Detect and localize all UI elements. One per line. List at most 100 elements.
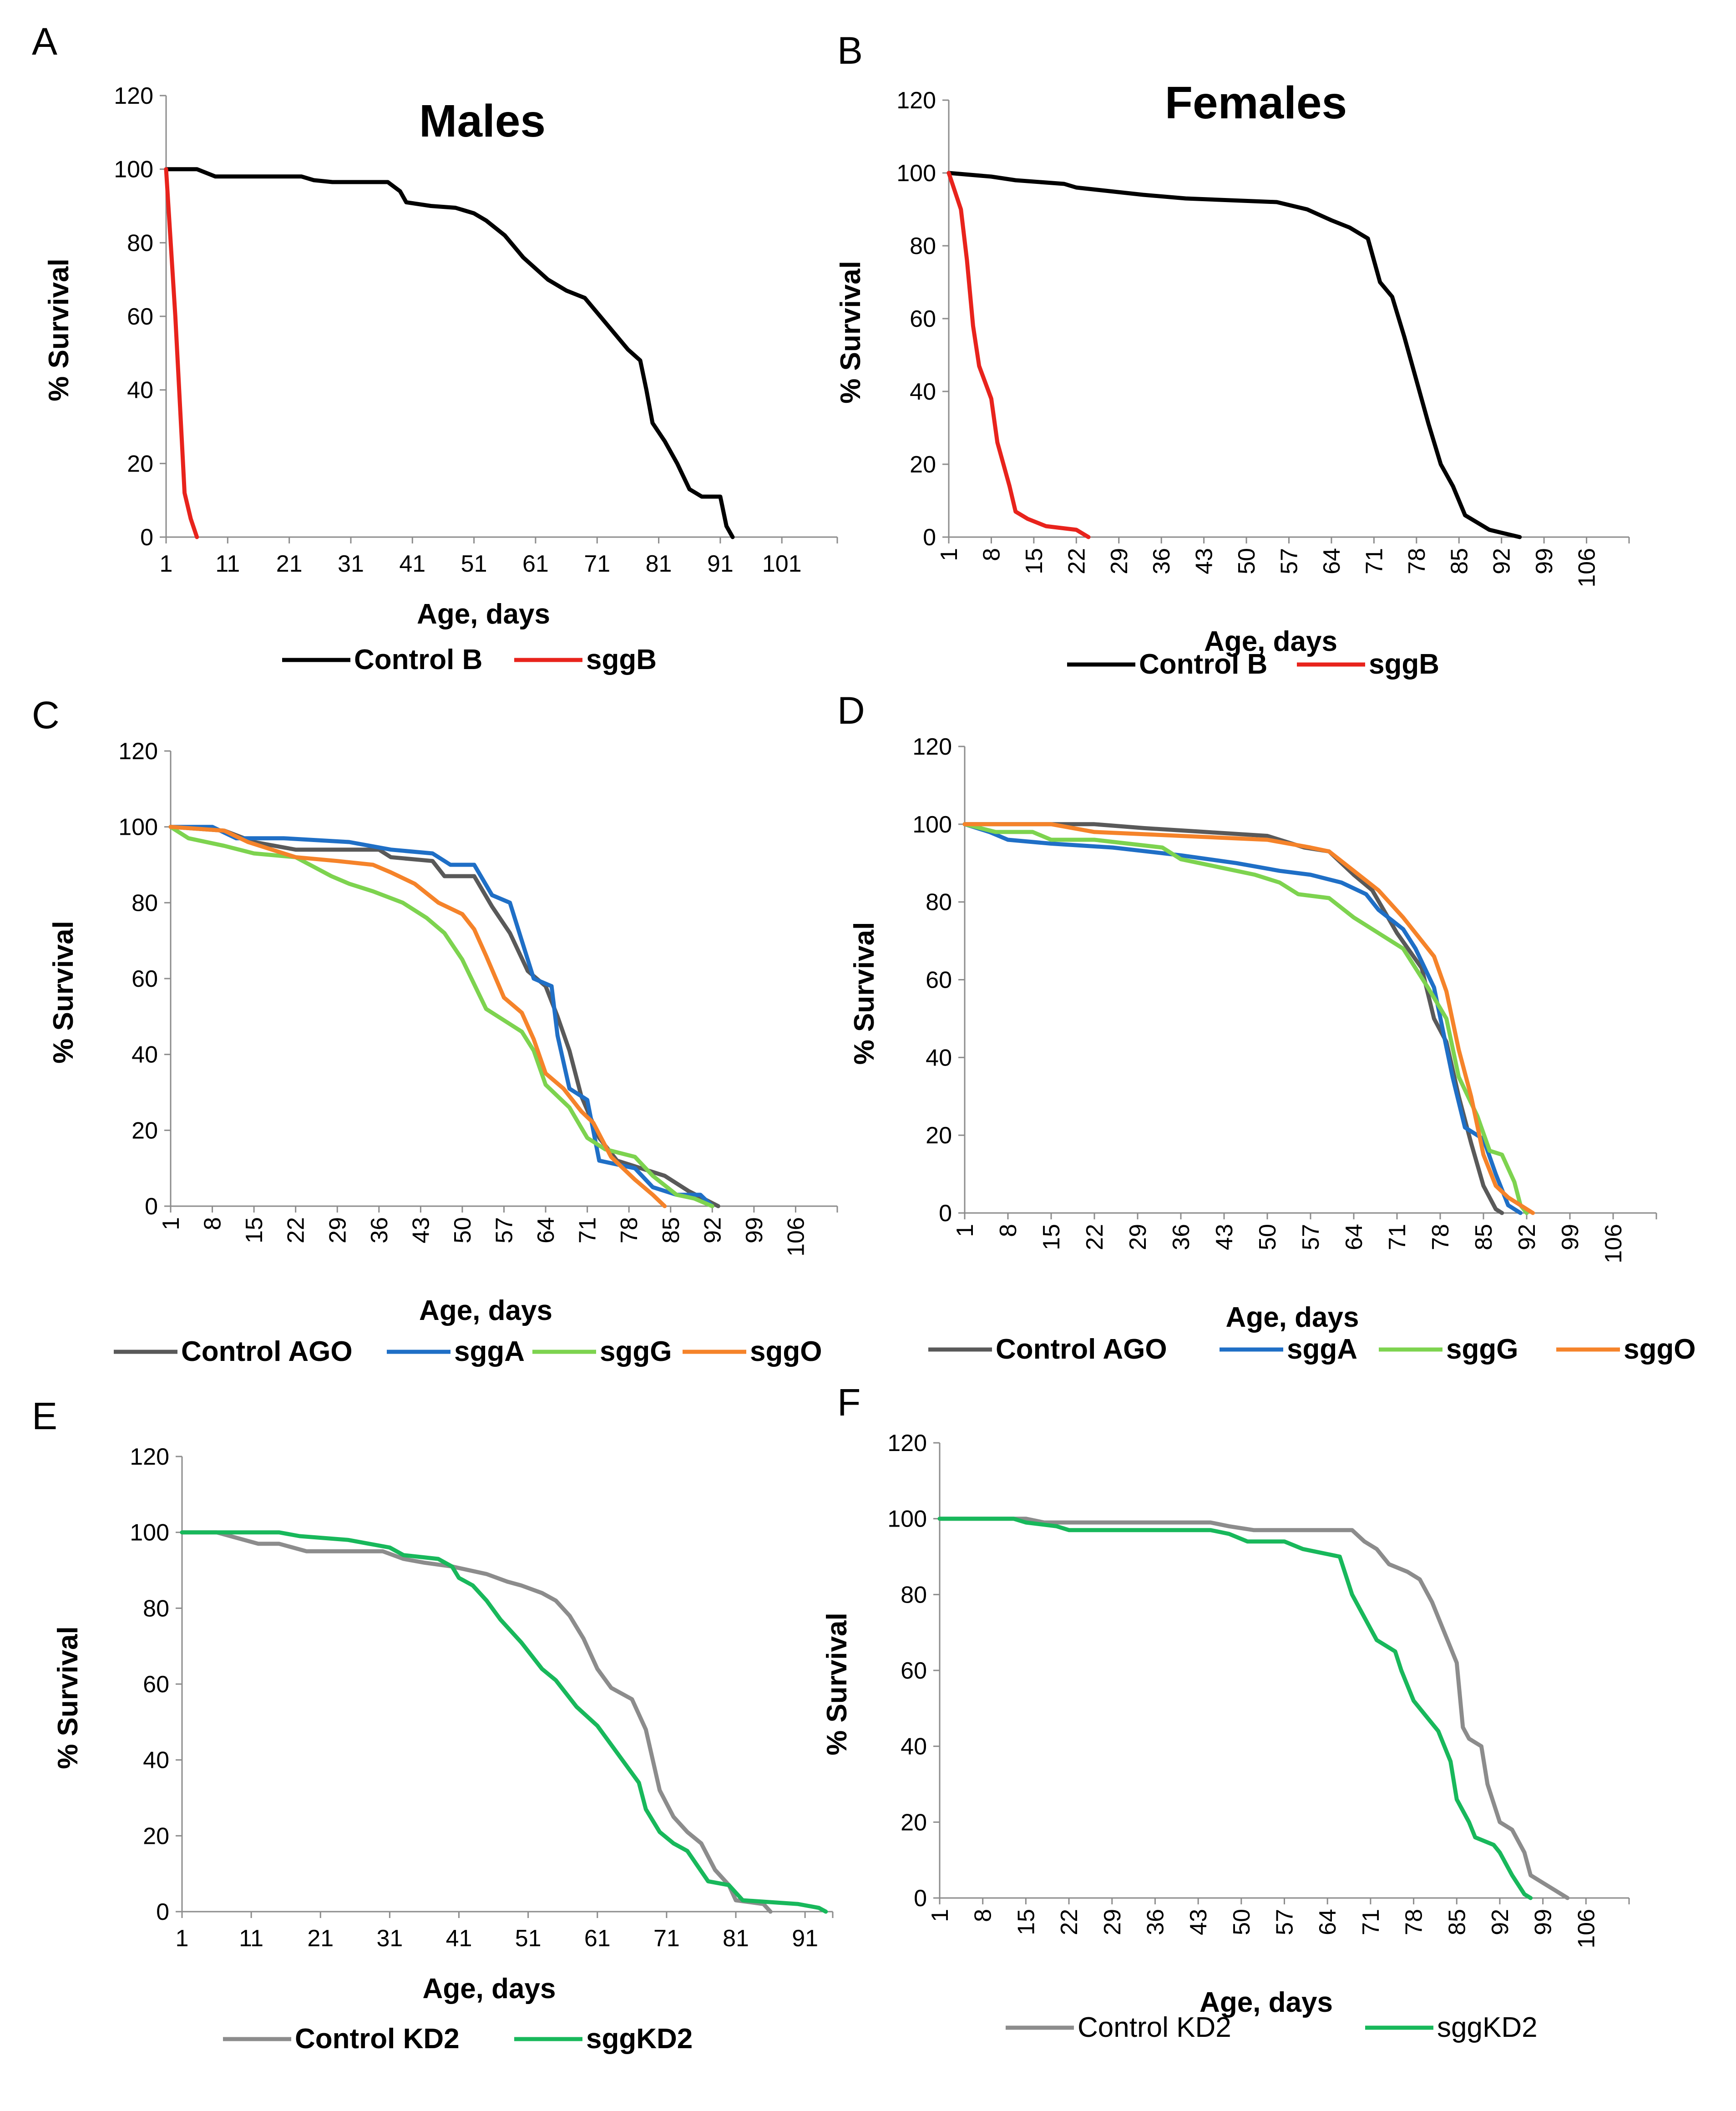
panel-d-series-sgga	[962, 822, 1523, 1215]
panel-d-legend-label-control-ago: Control AGO	[996, 1334, 1167, 1365]
panel-f-y-tick-label: 0	[914, 1885, 927, 1912]
panel-d-series-sggo	[962, 822, 1535, 1215]
panel-a-letter: A	[32, 20, 57, 63]
panel-c-y-tick-label: 20	[132, 1117, 158, 1144]
panel-e-x-tick-label: 41	[446, 1925, 472, 1952]
panel-c-series-sggg	[168, 825, 714, 1208]
panel-e-y-tick-label: 100	[130, 1520, 169, 1546]
panel-e-y-axis-title: % Survival	[52, 1626, 84, 1769]
panel-b-y-tick-label: 40	[910, 379, 936, 405]
panel-f-legend-label-control-kd2: Control KD2	[1078, 2012, 1231, 2043]
panel-d-series-control-ago	[962, 822, 1504, 1215]
panel-d-y-tick-label: 0	[939, 1200, 952, 1227]
panel-f-x-tick-label: 92	[1487, 1909, 1513, 1935]
panel-d-x-tick-label: 15	[1038, 1224, 1065, 1250]
panel-c-x-tick-label: 1	[158, 1217, 184, 1230]
panel-c-x-tick-label: 64	[533, 1217, 559, 1243]
panel-f-x-tick-label: 8	[970, 1909, 997, 1922]
panel-f-y-tick-label: 120	[887, 1430, 927, 1456]
panel-b-y-tick-label: 0	[923, 524, 936, 551]
panel-f: F 0 20 40 60 80 100 120 1 8 15 22 29 36 43 50 57 64 71 78 85…	[821, 1381, 1630, 2043]
panel-a-y-tick-label: 0	[140, 524, 153, 551]
panel-f-x-tick-label: 99	[1530, 1909, 1557, 1935]
panel-b-y-tick-label: 80	[910, 233, 936, 259]
panel-f-y-axis-title: % Survival	[821, 1613, 853, 1756]
panel-c-letter: C	[32, 694, 60, 736]
panel-d-x-tick-label: 92	[1514, 1224, 1540, 1250]
panel-f-x-tick-label: 22	[1056, 1909, 1083, 1935]
panel-d-x-tick-label: 8	[995, 1224, 1022, 1237]
panel-b-legend-label-sggb: sggB	[1369, 649, 1439, 680]
panel-e-x-tick-label: 81	[723, 1925, 749, 1952]
panel-b-x-tick-label: 22	[1063, 548, 1090, 574]
panel-b-x-tick-label: 106	[1574, 548, 1600, 588]
panel-a-y-axis-title: % Survival	[43, 259, 75, 401]
panel-c-x-tick-label: 99	[741, 1217, 768, 1243]
panel-b-x-tick-label: 71	[1361, 548, 1387, 574]
panel-e-legend-label-control-kd2: Control KD2	[295, 2023, 460, 2055]
panel-f-series-control-kd2	[937, 1517, 1570, 1900]
panel-c-x-tick-label: 8	[200, 1217, 226, 1230]
panel-d-y-tick-label: 60	[926, 967, 952, 994]
panel-d-x-tick-label: 1	[952, 1224, 978, 1237]
panel-e-x-tick-label: 61	[584, 1925, 611, 1952]
panel-f-x-tick-label: 1	[927, 1909, 953, 1922]
panel-c-y-tick-label: 80	[132, 890, 158, 916]
panel-d-y-axis-title: % Survival	[849, 922, 880, 1065]
panel-d-y-tick-label: 40	[926, 1045, 952, 1071]
panel-c-x-tick-label: 71	[575, 1217, 601, 1243]
panel-e-y-tick-label: 80	[143, 1595, 169, 1622]
panel-a-title: Males	[419, 96, 546, 147]
panel-d-x-tick-label: 22	[1082, 1224, 1108, 1250]
panel-b-y-axis-title: % Survival	[835, 261, 866, 404]
panel-c-y-tick-label: 120	[118, 738, 158, 765]
panel-d-x-tick-label: 36	[1168, 1224, 1194, 1250]
panel-e-x-tick-label: 11	[239, 1925, 263, 1952]
panel-c-y-tick-label: 60	[132, 966, 158, 992]
panel-a-x-tick-label: 1	[160, 551, 173, 577]
panel-c-y-tick-label: 40	[132, 1042, 158, 1068]
panel-c-series-sggo	[168, 825, 667, 1208]
panel-a-x-tick-label: 21	[276, 551, 303, 577]
panel-b-series-control-b	[946, 171, 1522, 539]
panel-f-y-tick-label: 100	[887, 1506, 927, 1533]
panel-f-x-tick-label: 57	[1272, 1909, 1298, 1935]
panel-e-x-tick-label: 51	[515, 1925, 542, 1952]
panel-e-x-axis-title: Age, days	[423, 1973, 556, 2004]
panel-d-x-tick-label: 57	[1298, 1224, 1324, 1250]
panel-d-series-sggg	[962, 822, 1529, 1215]
panel-b-x-tick-label: 99	[1531, 548, 1558, 574]
panel-c-x-tick-label: 92	[699, 1217, 726, 1243]
panel-b: B Females 0 20 40 60 80 100 120 1 8 15 22 29 36 43 50 57 6…	[835, 29, 1630, 680]
panel-f-x-tick-label: 50	[1229, 1909, 1255, 1935]
panel-b-x-tick-label: 36	[1149, 548, 1175, 574]
panel-f-x-tick-label: 43	[1185, 1909, 1212, 1935]
panel-f-y-tick-label: 80	[901, 1582, 927, 1608]
panel-c-x-axis-title: Age, days	[419, 1295, 552, 1326]
panel-f-x-tick-label: 85	[1444, 1909, 1470, 1935]
panel-c-x-tick-label: 22	[283, 1217, 309, 1243]
panel-a-y-tick-label: 20	[127, 451, 153, 477]
panel-c: C 0 20 40 60 80 100 120 1 8 15 22 29 36 43 50 57 64 71 78 85…	[32, 694, 838, 1367]
panel-f-x-axis-title: Age, days	[1200, 1987, 1333, 2018]
panel-a-x-tick-label: 11	[215, 551, 240, 577]
panel-e-letter: E	[32, 1395, 57, 1437]
panel-b-y-tick-label: 100	[896, 160, 936, 187]
panel-b-series-sggb	[946, 171, 1091, 539]
panel-e-y-tick-label: 40	[143, 1747, 169, 1774]
panel-e-y-tick-label: 60	[143, 1671, 169, 1698]
panel-f-x-tick-label: 36	[1142, 1909, 1169, 1935]
panel-d: D 0 20 40 60 80 100 120 1 8 15 22 29 36 43 50 57 64 71 78 85…	[837, 689, 1696, 1365]
panel-c-series-sgga	[168, 825, 714, 1208]
panel-b-x-tick-label: 15	[1021, 548, 1048, 574]
panel-b-x-tick-label: 50	[1234, 548, 1260, 574]
panel-d-y-tick-label: 100	[912, 812, 952, 838]
panel-e-series-control-kd2	[180, 1530, 773, 1914]
panel-c-legend-label-sggg: sggG	[600, 1336, 672, 1367]
panel-e-x-tick-label: 21	[307, 1925, 334, 1952]
panel-e-x-tick-label: 31	[376, 1925, 403, 1952]
panel-d-x-tick-label: 71	[1384, 1224, 1411, 1250]
panel-a-x-tick-label: 41	[399, 551, 425, 577]
panel-e-y-tick-label: 0	[156, 1899, 169, 1925]
